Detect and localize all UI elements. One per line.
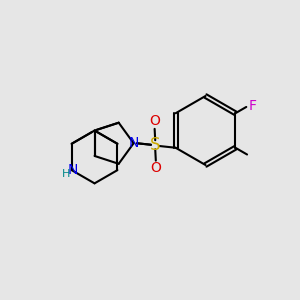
Text: S: S: [150, 136, 160, 154]
Text: F: F: [249, 99, 257, 113]
Text: N: N: [128, 136, 139, 150]
Circle shape: [93, 129, 96, 132]
Text: O: O: [150, 161, 161, 175]
Text: N: N: [68, 163, 78, 177]
Text: O: O: [149, 114, 160, 128]
Text: H: H: [62, 169, 70, 179]
